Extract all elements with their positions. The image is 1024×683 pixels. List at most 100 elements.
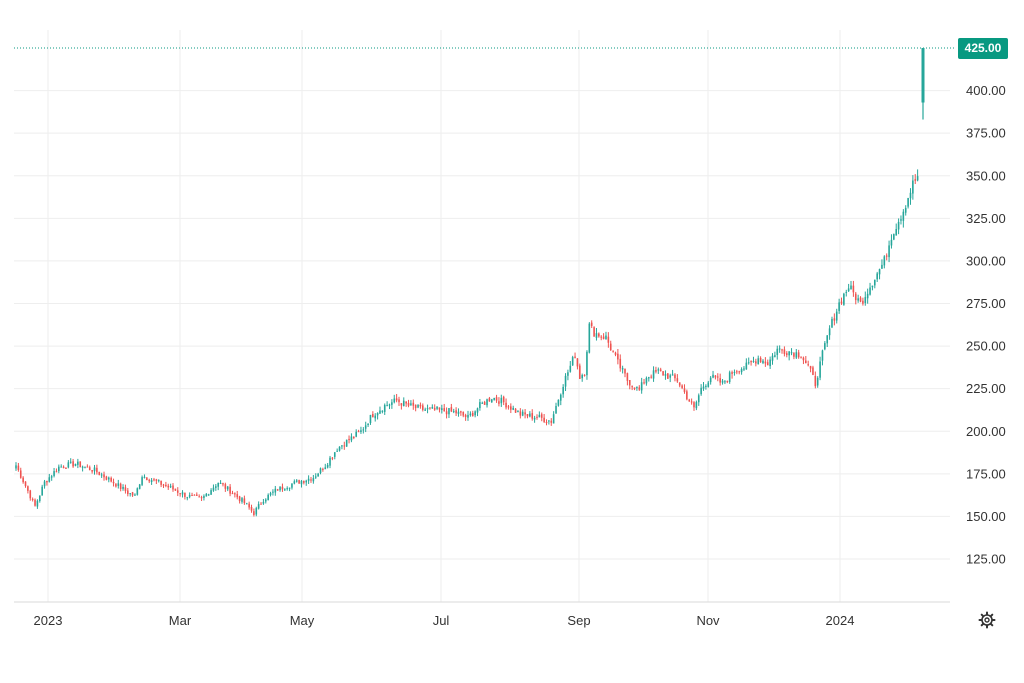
y-tick-label: 175.00 — [966, 466, 1006, 481]
candle-body — [579, 365, 581, 379]
candle-body — [24, 481, 27, 487]
candle-body — [533, 417, 536, 420]
candle-body — [55, 471, 58, 473]
last-candle-body — [921, 48, 925, 103]
candle-body — [621, 368, 624, 370]
candle-body — [662, 371, 664, 376]
candle-body — [740, 369, 743, 373]
candle-body — [393, 398, 396, 403]
candle-body — [835, 311, 838, 321]
candle-body — [333, 452, 336, 457]
candle-body — [226, 486, 229, 490]
candle-body — [802, 357, 805, 361]
candle-body — [412, 402, 415, 406]
candle-body — [571, 357, 574, 366]
candle-body — [716, 376, 719, 378]
candle-body — [731, 372, 733, 374]
candle-body — [367, 423, 369, 425]
candle-body — [345, 439, 348, 447]
candle-body — [65, 467, 67, 469]
candle-body — [424, 409, 426, 411]
candle-body — [284, 489, 286, 491]
candle-body — [888, 245, 890, 258]
candle-body — [150, 480, 153, 482]
candle-body — [305, 480, 308, 483]
candle-body — [134, 494, 136, 496]
candle-body — [785, 353, 788, 356]
candle-body — [564, 375, 567, 387]
candle-body — [752, 361, 755, 363]
candle-body — [355, 431, 357, 437]
candle-body — [693, 402, 695, 408]
candle-body — [512, 407, 515, 410]
candle-body — [467, 414, 469, 418]
candle-body — [636, 386, 638, 389]
candle-body — [43, 481, 46, 487]
candle-body — [600, 336, 603, 338]
candle-body — [160, 480, 162, 485]
candle-body — [241, 498, 243, 502]
x-tick-label: Jul — [433, 613, 450, 628]
candle-body — [521, 411, 524, 416]
candle-body — [157, 480, 160, 482]
candle-body — [793, 353, 795, 357]
candle-body — [728, 372, 731, 382]
gear-icon[interactable] — [978, 611, 996, 629]
candle-body — [253, 511, 255, 515]
candle-body — [93, 467, 96, 472]
candle-body — [324, 467, 327, 470]
candle-body — [505, 402, 507, 408]
candle-body — [864, 297, 867, 304]
candle-body — [19, 470, 22, 478]
candle-body — [407, 402, 410, 406]
candle-body — [248, 503, 250, 508]
candle-body — [179, 493, 181, 495]
candle-body — [490, 399, 493, 403]
candle-body — [543, 417, 545, 422]
candle-body — [341, 445, 343, 447]
y-tick-label: 125.00 — [966, 552, 1006, 567]
candle-body — [686, 391, 688, 400]
candle-body — [507, 406, 510, 408]
candle-body — [624, 368, 626, 374]
candle-body — [167, 485, 170, 488]
candle-body — [800, 357, 802, 359]
candle-body — [562, 386, 564, 395]
candle-body — [100, 474, 103, 476]
candle-body — [286, 488, 289, 490]
candle-body — [72, 461, 74, 467]
candle-body — [326, 465, 329, 468]
candle-body — [824, 343, 826, 350]
candle-body — [897, 221, 900, 230]
candle-body — [48, 477, 51, 482]
candle-body — [269, 493, 272, 495]
candle-body — [312, 478, 315, 482]
candle-body — [678, 382, 681, 386]
candle-body — [96, 467, 98, 473]
candle-body — [747, 362, 750, 364]
candle-body — [738, 371, 741, 373]
candle-body — [153, 479, 155, 481]
x-tick-label: Nov — [696, 613, 720, 628]
candle-body — [438, 407, 441, 410]
candle-body — [878, 269, 881, 275]
candles — [15, 48, 925, 517]
candle-body — [628, 380, 631, 386]
candle-body — [181, 492, 184, 495]
candle-body — [626, 373, 629, 381]
candle-body — [86, 466, 89, 468]
grid-lines — [14, 30, 950, 602]
candle-body — [514, 408, 517, 413]
candle-body — [774, 355, 776, 357]
candle-body — [750, 361, 752, 363]
candle-body — [645, 377, 648, 384]
candle-body — [217, 482, 220, 487]
candle-body — [904, 207, 907, 213]
y-tick-label: 400.00 — [966, 83, 1006, 98]
candle-body — [536, 416, 538, 418]
candle-body — [766, 362, 769, 366]
candle-body — [381, 410, 384, 412]
candle-body — [526, 414, 529, 417]
candle-body — [569, 365, 572, 372]
